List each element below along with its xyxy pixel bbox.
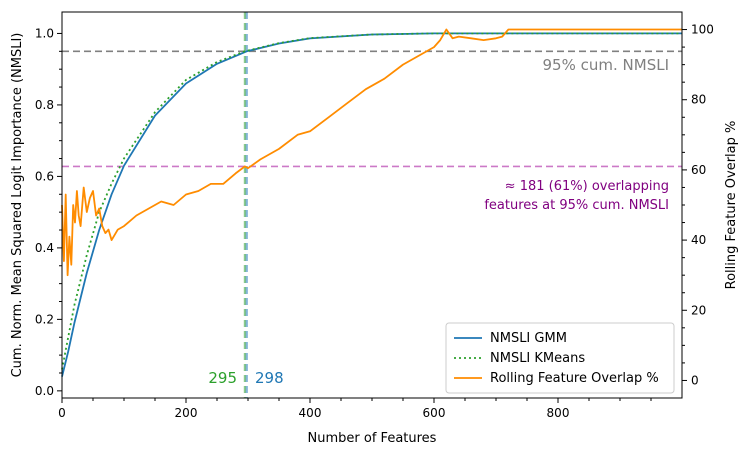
y-left-tick-label: 0.6: [35, 169, 54, 183]
legend-box: [445, 322, 675, 394]
y-right-tick-label: 40: [691, 233, 706, 247]
x-tick-label: 400: [299, 406, 322, 420]
legend-label-overlap: Rolling Feature Overlap %: [490, 371, 659, 386]
y-left-tick-label: 0.2: [35, 312, 54, 326]
legend: NMSLI GMM NMSLI KMeans Rolling Feature O…: [445, 322, 675, 394]
reference-lines: [62, 12, 682, 398]
series-layer: [61, 28, 682, 377]
y-right-tick-label: 0: [691, 373, 699, 387]
legend-label-kmeans: NMSLI KMeans: [490, 351, 585, 366]
y-left-tick-label: 0.4: [35, 241, 54, 255]
x-tick-label: 0: [58, 406, 66, 420]
y-right-tick-label: 100: [691, 23, 714, 37]
series-line-rolling-feature-overlap-: [61, 28, 682, 277]
x-tick-label: 800: [547, 406, 570, 420]
x-axis-label: Number of Features: [308, 431, 437, 446]
y-axis-right: 0 20 40 60 80 100: [682, 23, 714, 387]
annotation-95-threshold: 95% cum. NMSLI: [543, 56, 669, 74]
annotation-overlap-line2: features at 95% cum. NMSLI: [484, 198, 669, 213]
y-left-tick-label: 1.0: [35, 26, 54, 40]
x-tick-label: 200: [175, 406, 198, 420]
y-right-tick-label: 80: [691, 93, 706, 107]
x-tick-label: 600: [423, 406, 446, 420]
y-right-tick-label: 20: [691, 303, 706, 317]
y-axis-right-label: Rolling Feature Overlap %: [724, 121, 739, 290]
annotation-gmm-count: 298: [255, 369, 284, 387]
y-left-tick-label: 0.0: [35, 384, 54, 398]
y-axis-left: 0.0 0.2 0.4 0.6 0.8 1.0: [35, 26, 62, 398]
y-right-tick-label: 60: [691, 163, 706, 177]
annotation-kmeans-count: 295: [208, 369, 237, 387]
y-axis-left-label: Cum. Norm. Mean Squared Logit Importance…: [10, 33, 25, 378]
legend-label-gmm: NMSLI GMM: [490, 331, 567, 346]
annotation-overlap-line1: ≈ 181 (61%) overlapping: [505, 179, 669, 194]
x-axis: 0 200 400 600 800: [58, 398, 652, 420]
y-left-tick-label: 0.8: [35, 98, 54, 112]
